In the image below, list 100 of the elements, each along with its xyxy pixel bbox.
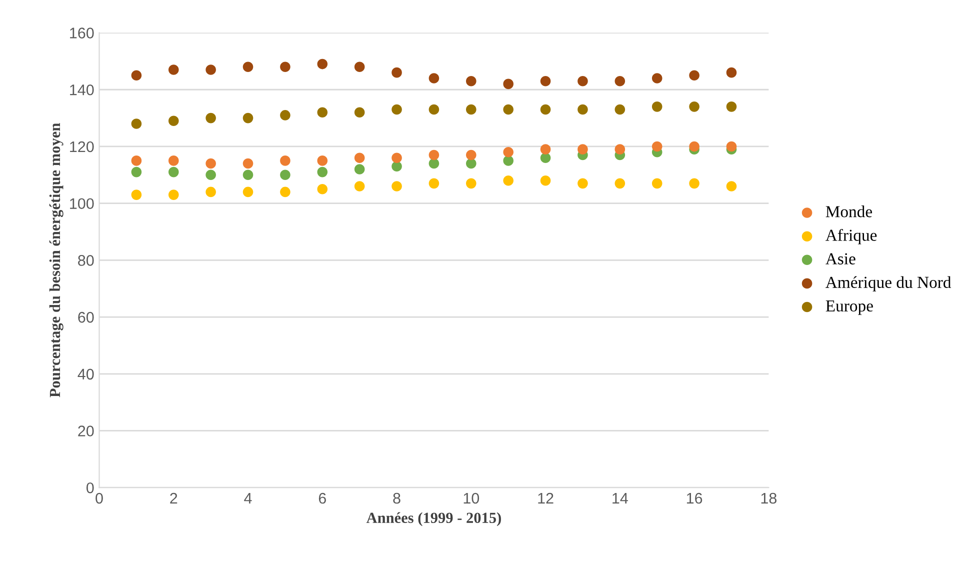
point <box>317 58 328 70</box>
point <box>503 104 514 115</box>
point <box>354 152 365 163</box>
point <box>317 107 328 118</box>
point <box>317 184 328 194</box>
x-tick-label: 6 <box>318 492 326 504</box>
x-tick-label: 10 <box>464 492 480 504</box>
point <box>726 102 737 112</box>
x-tick-label: 2 <box>170 492 178 504</box>
y-tick-label: 40 <box>78 368 94 380</box>
point <box>614 144 626 154</box>
point <box>206 112 216 124</box>
point <box>503 175 514 186</box>
point <box>726 67 737 78</box>
point <box>242 158 254 169</box>
point <box>540 104 551 115</box>
point <box>540 76 551 86</box>
point <box>503 78 514 90</box>
point <box>280 170 290 180</box>
point <box>392 152 402 163</box>
point <box>168 190 179 200</box>
point <box>689 141 700 152</box>
point <box>540 144 551 154</box>
point <box>689 102 700 112</box>
point <box>540 152 551 163</box>
point <box>206 158 216 169</box>
point <box>168 156 179 166</box>
point <box>428 158 440 169</box>
point <box>392 67 402 78</box>
point <box>578 76 588 86</box>
point <box>652 141 662 152</box>
point <box>280 186 290 198</box>
point <box>466 76 476 86</box>
point <box>578 144 588 154</box>
x-tick-label: 0 <box>96 492 103 504</box>
legend-label: Monde <box>826 206 872 218</box>
point <box>206 64 216 75</box>
point <box>652 178 662 189</box>
point <box>614 178 626 189</box>
point <box>503 147 514 158</box>
y-tick-label: 100 <box>70 198 94 210</box>
point <box>466 178 476 189</box>
point <box>168 166 179 178</box>
point <box>428 73 440 84</box>
point <box>428 150 440 160</box>
point <box>354 164 365 174</box>
x-tick-label: 8 <box>393 492 400 504</box>
point <box>317 156 328 166</box>
point <box>131 70 142 81</box>
point <box>428 178 440 189</box>
point <box>242 186 254 198</box>
point <box>280 156 290 166</box>
y-tick-label: 160 <box>70 28 94 38</box>
point <box>131 166 142 178</box>
y-tick-label: 60 <box>78 312 94 323</box>
point <box>354 181 365 192</box>
legend-label: Amérique du Nord <box>826 276 952 292</box>
legend-label: Afrique <box>826 228 877 244</box>
point <box>652 73 662 84</box>
point <box>242 62 254 72</box>
point <box>614 76 626 86</box>
point <box>131 190 142 200</box>
point <box>168 64 179 75</box>
legend-label: Asie <box>826 253 856 264</box>
point <box>392 161 402 172</box>
y-axis-title: Pourcentage du besoin énergétique moyen <box>49 123 64 398</box>
y-tick-label: 140 <box>70 84 94 96</box>
point <box>392 104 402 115</box>
point <box>652 102 662 112</box>
y-tick-label: 20 <box>78 426 94 436</box>
point <box>689 70 700 81</box>
point <box>206 170 216 180</box>
y-tick-label: 120 <box>70 141 94 152</box>
point <box>131 156 142 166</box>
point <box>614 104 626 115</box>
point <box>466 150 476 160</box>
point <box>466 158 476 169</box>
point <box>540 175 551 186</box>
x-tick-label: 4 <box>244 493 252 504</box>
x-tick-label: 12 <box>538 492 554 504</box>
point <box>280 62 290 72</box>
point <box>242 170 254 180</box>
point <box>428 104 440 115</box>
y-tick-label: 80 <box>78 255 94 266</box>
point <box>354 107 365 118</box>
point <box>280 110 290 120</box>
point <box>726 141 737 152</box>
point <box>578 104 588 115</box>
point <box>206 186 216 198</box>
point <box>578 178 588 189</box>
x-axis-title: Années (1999 - 2015) <box>366 512 501 526</box>
point <box>503 156 514 166</box>
point <box>168 116 179 126</box>
y-tick-label: 0 <box>86 482 94 494</box>
point <box>317 166 328 178</box>
legend-label: Europe <box>826 300 873 315</box>
point <box>392 181 402 192</box>
x-tick-label: 14 <box>612 493 628 504</box>
point <box>726 181 737 192</box>
point <box>689 178 700 189</box>
